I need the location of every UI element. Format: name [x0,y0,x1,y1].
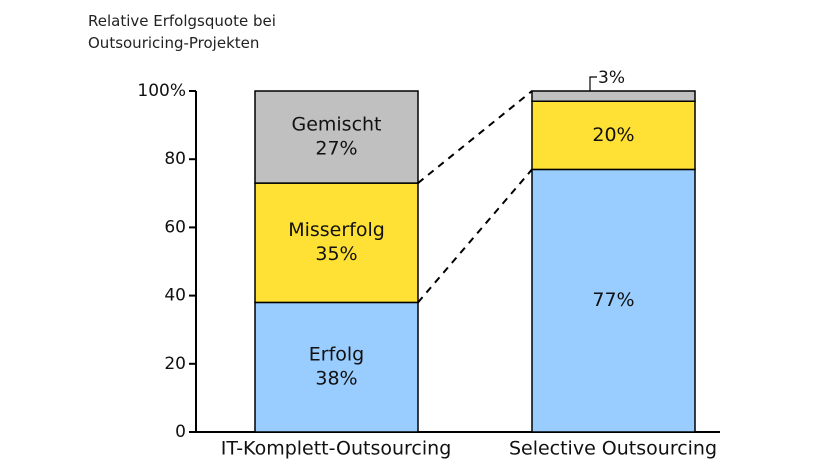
y-tick-label-4: 80 [164,149,186,169]
y-tick-label-2: 40 [164,286,186,306]
bar-1-segment-1-label-0: 20% [592,124,634,146]
y-tick-label-1: 20 [164,354,186,374]
bar-0-segment-2-label-0: Gemischt [291,114,381,136]
connector-line-top [417,90,533,184]
chart-title-line-2: Outsouricing-Projekten [88,34,260,52]
bar-0-segment-1-label-1: 35% [315,243,357,265]
bar-0-segment-0-label-1: 38% [315,368,357,390]
bar-0-segment-0 [254,301,419,433]
y-tick-label-5: 100% [137,81,186,101]
connector-line-bottom [417,168,533,304]
y-tick-label-0: 0 [175,422,186,442]
bar-0-segment-2-label-1: 27% [315,138,357,160]
chart-title-line-1: Relative Erfolgsquote bei [88,12,276,30]
bar-0-segment-1 [254,182,419,304]
bar-1-segment-2-label: 3% [598,68,625,88]
bar-1-segment-0-label-0: 77% [592,289,634,311]
bar-1-segment-1 [531,100,696,171]
y-tick-label-3: 60 [164,217,186,237]
bar-1-segment-0 [531,168,696,433]
bar-0-segment-2 [254,90,419,184]
bar-1-segment-2 [531,90,696,102]
bar-0-segment-0-label-0: Erfolg [309,344,364,366]
x-category-label-1: Selective Outsourcing [509,438,717,460]
x-category-label-0: IT-Komplett-Outsourcing [221,438,452,460]
bar-1-segment-2-callout-line [589,76,597,91]
bar-0-segment-1-label-0: Misserfolg [288,219,385,241]
